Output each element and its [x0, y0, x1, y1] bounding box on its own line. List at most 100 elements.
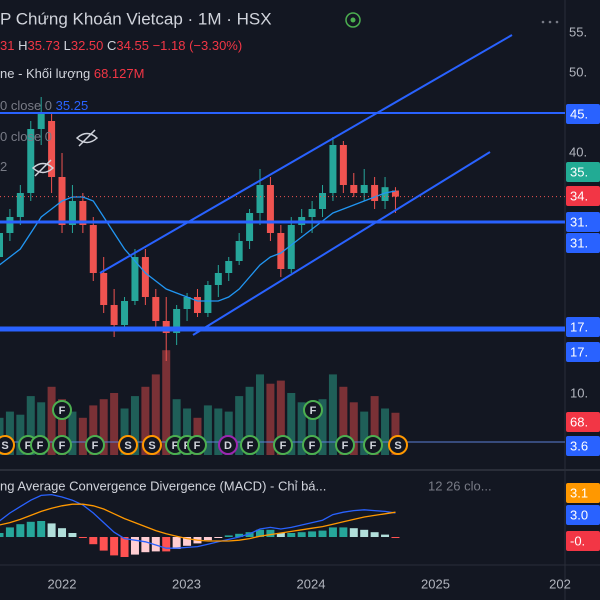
- candle-body: [173, 309, 181, 333]
- macd-histogram-bar: [26, 521, 35, 537]
- volume-bar: [245, 386, 254, 455]
- volume-bar: [235, 396, 244, 455]
- event-marker: [118, 435, 138, 455]
- price-tag-label: 3.0: [570, 507, 588, 522]
- event-marker: [187, 435, 207, 455]
- x-tick-label: 2024: [297, 576, 326, 591]
- macd-histogram-bar: [151, 537, 160, 552]
- macd-histogram-bar: [245, 532, 254, 537]
- legend-line: ne - Khối lượng 68.127M: [0, 66, 144, 81]
- event-marker: [388, 435, 408, 455]
- macd-title: ng Average Convergence Divergence (MACD)…: [0, 478, 326, 493]
- price-tag-label: 10.: [570, 385, 588, 400]
- candle-body: [371, 185, 379, 201]
- candle-body: [360, 185, 368, 193]
- macd-histogram-bar: [120, 537, 129, 557]
- y-tick-label: 50.: [569, 64, 587, 79]
- volume-bar: [110, 393, 119, 455]
- event-marker: [142, 435, 162, 455]
- volume-bar: [328, 374, 337, 455]
- macd-params: 12 26 clo...: [428, 478, 492, 493]
- event-marker: [335, 435, 355, 455]
- price-tag-label: 45.: [570, 106, 588, 121]
- event-marker: [52, 435, 72, 455]
- price-tag-label: 34.: [570, 188, 588, 203]
- candle-body: [204, 285, 212, 313]
- volume-bar: [16, 414, 25, 455]
- price-layer: [0, 97, 565, 361]
- event-marker: [273, 435, 293, 455]
- price-tag-label: -0.: [570, 533, 585, 548]
- volume-bar: [381, 408, 390, 455]
- candle-body: [131, 257, 139, 301]
- macd-histogram-bar: [5, 527, 14, 537]
- price-tag: [566, 436, 600, 456]
- event-label: F: [280, 440, 287, 452]
- macd-histogram-bar: [203, 537, 212, 541]
- candle-body: [121, 301, 129, 325]
- channel-line: [99, 34, 513, 274]
- macd-histogram-bar: [58, 528, 67, 537]
- macd-histogram-bar: [328, 527, 337, 537]
- legend-text: 32.50: [71, 38, 104, 53]
- volume-bar: [130, 396, 139, 455]
- volume-bar: [78, 417, 87, 455]
- macd-histogram-bar: [162, 537, 171, 552]
- price-tag: [566, 531, 600, 551]
- candle-body: [37, 113, 45, 129]
- volume-bar: [391, 412, 400, 455]
- event-marker: [363, 435, 383, 455]
- price-tag-label: 17.: [570, 319, 588, 334]
- event-marker: [0, 435, 15, 455]
- chart-title: P Chứng Khoán Vietcap · 1M · HSX: [0, 9, 272, 28]
- macd-histogram-bar: [110, 537, 119, 556]
- signal-line: [0, 503, 396, 542]
- macd-histogram-bar: [391, 537, 400, 538]
- status-icon: [345, 12, 361, 28]
- candle-body: [350, 185, 358, 193]
- macd-histogram-bar: [68, 533, 77, 537]
- price-tags: 45. 35. 34. 31. 31. 17. 17. 10. 68. 3.6 3.1 3.0 -0.: [566, 104, 600, 551]
- legend-text: 0 close 0: [0, 98, 52, 113]
- candle-body: [0, 233, 3, 257]
- volume-bar: [183, 408, 192, 455]
- candle-body: [381, 187, 389, 201]
- volume-bar: [308, 411, 317, 455]
- macd-histogram-bar: [266, 529, 275, 537]
- candle-body: [319, 193, 327, 209]
- volume-bar: [89, 405, 98, 455]
- price-tag: [566, 162, 600, 182]
- event-label: F: [342, 440, 349, 452]
- volume-bar: [5, 411, 14, 455]
- macd-histogram-bar: [47, 523, 56, 537]
- channel-line: [192, 151, 491, 336]
- y-tick-label: 40.: [569, 144, 587, 159]
- event-marker: [85, 435, 105, 455]
- legend-text: 2: [0, 159, 7, 174]
- menu-icon: [541, 20, 559, 24]
- legend-text: C: [103, 38, 116, 53]
- candle-body: [89, 225, 97, 273]
- x-tick-label: 2023: [172, 576, 201, 591]
- event-marker: [302, 435, 322, 455]
- event-label: F: [247, 440, 254, 452]
- event-label: F: [194, 440, 201, 452]
- macd-histogram-bar: [214, 537, 223, 538]
- candle-body: [391, 190, 399, 197]
- event-label: S: [1, 440, 8, 452]
- ma-line: [0, 190, 396, 302]
- event-marker: [218, 435, 238, 455]
- y-tick-label: 55.: [569, 24, 587, 39]
- macd-histogram-bar: [297, 532, 306, 537]
- event-label: S: [124, 440, 131, 452]
- macd-histogram-bar: [235, 533, 244, 537]
- legend-text: 35.73: [27, 38, 60, 53]
- legend-text: H: [14, 38, 27, 53]
- legend-line: 2: [0, 159, 7, 174]
- macd-histogram-bar: [141, 537, 150, 553]
- event-label: S: [148, 440, 155, 452]
- event-label: F: [310, 405, 317, 417]
- macd-histogram-bar: [183, 537, 192, 546]
